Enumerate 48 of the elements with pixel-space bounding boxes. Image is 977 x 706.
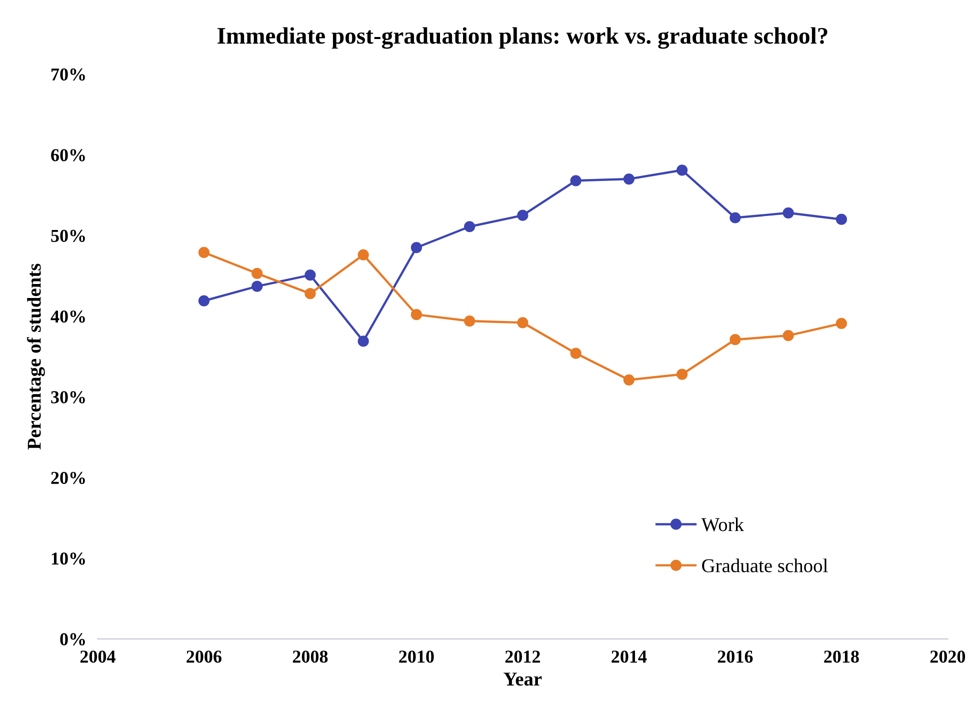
point [730, 212, 741, 224]
x-tick-label: 2020 [930, 650, 966, 663]
point [198, 295, 210, 306]
point [252, 280, 263, 292]
point [464, 315, 476, 327]
x-axis-title: Year [504, 672, 542, 686]
point [730, 334, 741, 346]
x-tick-label: 2006 [186, 650, 222, 663]
point [570, 348, 582, 359]
point [676, 164, 688, 176]
x-tick-label: 2014 [612, 650, 647, 663]
point [836, 214, 847, 225]
y-tick-label: 20% [51, 472, 85, 484]
y-tick-label: 60% [51, 149, 85, 162]
point [570, 175, 582, 186]
point [304, 288, 316, 300]
y-tick-label: 40% [50, 310, 85, 323]
chart-title: Immediate post-graduation plans: work vs. graduate school? [218, 27, 828, 49]
point [358, 249, 369, 260]
point [358, 336, 369, 347]
point [782, 207, 794, 218]
x-tick-label: 2008 [292, 650, 328, 663]
point [623, 173, 634, 185]
y-tick-label: 10% [52, 552, 85, 565]
x-tick-label: 2010 [399, 650, 434, 663]
point [676, 368, 688, 380]
point [410, 309, 422, 320]
y-tick-label: 50% [51, 230, 85, 242]
legend-label: Graduate school [702, 558, 828, 572]
y-tick-label: 0% [60, 633, 85, 646]
y-tick-label: 30% [51, 391, 85, 404]
point [623, 374, 634, 386]
point [304, 269, 316, 281]
legend-label: Work [701, 518, 744, 532]
point [198, 246, 210, 258]
x-tick-label: 2012 [505, 650, 540, 663]
y-tick-label: 70% [52, 68, 85, 81]
x-tick-label: 2016 [718, 650, 753, 663]
x-tick-label: 2018 [824, 650, 859, 663]
point [410, 242, 422, 254]
point [782, 330, 794, 342]
point [464, 221, 476, 232]
point [517, 210, 528, 221]
point [252, 268, 263, 279]
point [517, 317, 528, 328]
x-tick-label: 2004 [80, 650, 116, 663]
point [836, 318, 847, 330]
y-axis-title: Percentage of students [26, 264, 45, 450]
